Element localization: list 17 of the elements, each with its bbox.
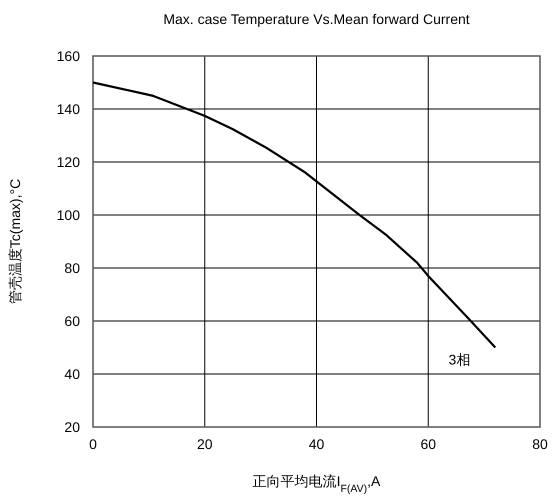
y-tick-label: 140 xyxy=(56,101,80,117)
x-tick-label: 0 xyxy=(89,436,98,452)
x-axis-title: 正向平均电流I$_{F(AV)}$,A xyxy=(252,473,382,495)
x-tick-label: 60 xyxy=(420,436,436,452)
y-tick-label: 100 xyxy=(56,207,80,223)
chart-title: Max. case Temperature Vs.Mean forward Current xyxy=(163,11,470,27)
y-tick-label: 60 xyxy=(64,313,80,329)
x-tick-label: 80 xyxy=(532,436,548,452)
y-tick-label: 120 xyxy=(56,154,80,170)
y-tick-label: 80 xyxy=(64,260,80,276)
y-tick-label: 40 xyxy=(64,366,80,382)
y-axis-title: 管壳温度Tc(max),°C xyxy=(7,178,23,304)
x-tick-label: 20 xyxy=(196,436,213,452)
y-tick-label: 20 xyxy=(64,419,80,435)
y-tick-label: 160 xyxy=(56,48,80,64)
series-label: 3相 xyxy=(448,352,470,368)
x-tick-label: 40 xyxy=(308,436,324,452)
